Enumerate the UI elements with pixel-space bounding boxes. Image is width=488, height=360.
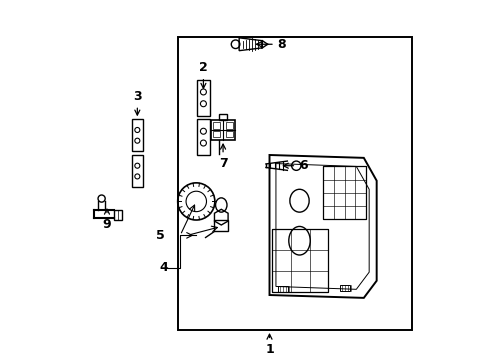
Text: 9: 9 (102, 209, 111, 231)
Bar (211, 120, 234, 140)
Text: 8: 8 (256, 38, 286, 51)
Bar (225, 122, 233, 129)
Text: 4: 4 (160, 261, 168, 274)
Text: 3: 3 (133, 90, 142, 115)
Bar (340, 285, 349, 291)
Bar (218, 114, 227, 120)
Bar (213, 131, 220, 138)
Bar (114, 210, 122, 220)
Bar (271, 229, 328, 292)
Bar (196, 80, 210, 116)
Bar (131, 119, 143, 152)
Bar (323, 166, 365, 219)
Bar (178, 37, 411, 330)
Bar (131, 155, 143, 187)
Bar (214, 220, 227, 231)
Text: 7: 7 (218, 144, 227, 170)
Text: 6: 6 (283, 159, 307, 172)
Text: 2: 2 (199, 61, 207, 88)
Bar (196, 120, 210, 155)
Bar (213, 122, 220, 129)
Bar (225, 131, 233, 138)
Bar (278, 287, 287, 292)
Text: 1: 1 (264, 334, 273, 356)
Text: 5: 5 (156, 229, 164, 242)
